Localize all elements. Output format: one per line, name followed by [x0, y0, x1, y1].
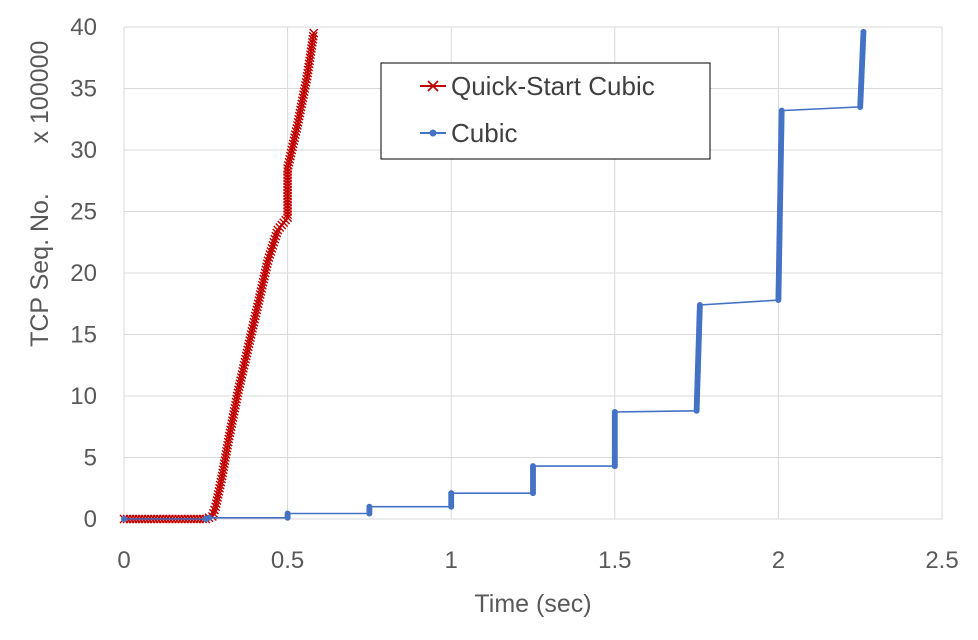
data-point-quick-start-cubic	[268, 240, 278, 250]
legend-label-quick-start-cubic: Quick-Start Cubic	[451, 71, 655, 101]
data-point-quick-start-cubic	[270, 234, 280, 244]
series-quick-start-cubic	[119, 28, 319, 524]
y-tick-label: 10	[70, 383, 97, 410]
y-tick-labels: 0 5 10 15 20 25 30 35 40	[70, 14, 97, 533]
y-tick-label: 15	[70, 322, 97, 349]
y-axis-scale-label: x 100000	[26, 41, 54, 144]
legend-box	[380, 62, 711, 160]
legend-entry-cubic: Cubic	[420, 118, 517, 148]
y-tick-label: 30	[70, 137, 97, 164]
data-point-quick-start-cubic	[265, 250, 275, 260]
legend-entry-quick-start-cubic: Quick-Start Cubic	[420, 71, 655, 101]
data-point-quick-start-cubic	[264, 253, 274, 263]
legend-label-cubic: Cubic	[451, 118, 517, 148]
data-point-quick-start-cubic	[269, 237, 279, 247]
data-point-quick-start-cubic	[263, 256, 273, 266]
y-tick-label: 40	[70, 14, 97, 41]
y-tick-label: 5	[84, 445, 97, 472]
data-point-cubic	[530, 463, 536, 470]
series-layer	[119, 28, 867, 524]
x-tick-label: 1.5	[598, 547, 631, 574]
data-point-cubic	[778, 107, 785, 114]
data-point-cubic	[860, 28, 867, 35]
y-tick-label: 25	[70, 199, 97, 226]
data-point-cubic	[206, 514, 213, 521]
y-axis-title: TCP Seq. No.	[26, 193, 54, 347]
data-point-quick-start-cubic	[271, 231, 281, 241]
legend-marker-dot	[429, 129, 437, 137]
data-point-quick-start-cubic	[308, 31, 318, 41]
x-tick-labels: 0 0.5 1 1.5 2 2.5	[117, 547, 958, 574]
data-point-quick-start-cubic	[272, 228, 282, 238]
data-point-cubic	[611, 408, 618, 415]
data-point-cubic	[284, 510, 291, 517]
x-axis-title: Time (sec)	[474, 590, 591, 618]
y-tick-label: 35	[70, 76, 97, 103]
legend-marker-x	[427, 80, 439, 92]
series-cubic	[121, 28, 867, 522]
data-point-cubic	[448, 490, 455, 497]
data-point-cubic	[121, 516, 127, 522]
y-tick-label: 20	[70, 260, 97, 287]
x-tick-label: 0.5	[271, 547, 304, 574]
series-line-quick-start-cubic	[124, 32, 315, 520]
data-point-cubic	[696, 301, 703, 308]
legend: Quick-Start Cubic Cubic	[380, 62, 711, 160]
x-tick-label: 0	[117, 547, 130, 574]
data-point-quick-start-cubic	[266, 246, 276, 256]
x-tick-label: 2	[772, 547, 785, 574]
x-tick-label: 1	[445, 547, 458, 574]
data-point-quick-start-cubic	[309, 28, 319, 38]
data-point-quick-start-cubic	[267, 243, 277, 253]
x-tick-label: 2.5	[925, 547, 958, 574]
y-tick-label: 0	[84, 506, 97, 533]
data-point-cubic	[366, 503, 373, 510]
